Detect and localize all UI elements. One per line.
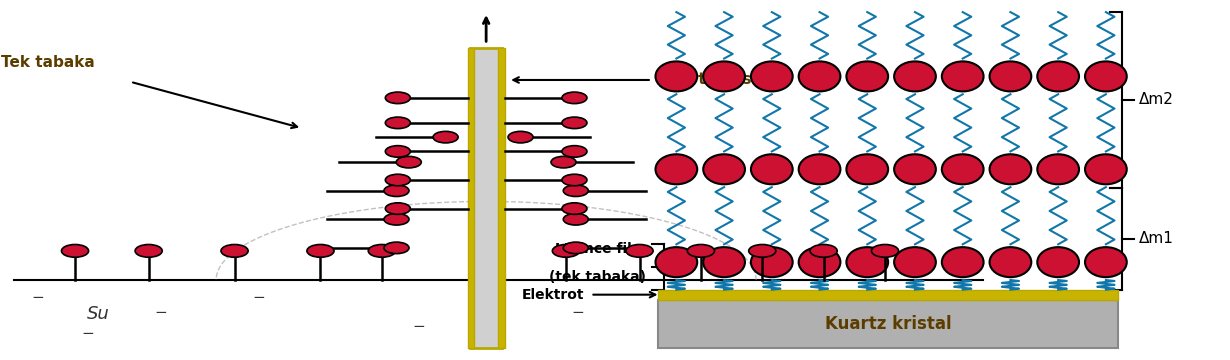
Text: −: −: [412, 319, 426, 334]
Ellipse shape: [704, 62, 745, 91]
Ellipse shape: [1037, 154, 1079, 184]
Text: −: −: [769, 312, 781, 327]
Ellipse shape: [942, 62, 984, 91]
Ellipse shape: [1085, 247, 1127, 277]
Ellipse shape: [656, 247, 697, 277]
Ellipse shape: [752, 62, 792, 91]
Text: −: −: [32, 291, 44, 305]
Ellipse shape: [704, 154, 745, 184]
Ellipse shape: [688, 244, 715, 257]
Ellipse shape: [563, 242, 588, 254]
Ellipse shape: [552, 244, 579, 257]
Ellipse shape: [384, 213, 410, 225]
Ellipse shape: [798, 247, 840, 277]
Ellipse shape: [894, 154, 936, 184]
Ellipse shape: [942, 247, 984, 277]
Ellipse shape: [433, 131, 458, 143]
Ellipse shape: [385, 146, 411, 157]
Ellipse shape: [894, 247, 936, 277]
Ellipse shape: [846, 247, 888, 277]
Text: Δm1: Δm1: [1139, 231, 1173, 246]
Ellipse shape: [846, 62, 888, 91]
Ellipse shape: [562, 117, 587, 129]
Ellipse shape: [385, 117, 411, 129]
Ellipse shape: [990, 154, 1031, 184]
Bar: [470, 48, 502, 348]
Ellipse shape: [798, 154, 840, 184]
Bar: [658, 290, 1118, 300]
Ellipse shape: [385, 174, 411, 186]
Bar: [498, 48, 504, 348]
Ellipse shape: [562, 92, 587, 104]
Text: −: −: [670, 294, 683, 309]
Text: Kuartz kristal: Kuartz kristal: [825, 315, 951, 333]
Ellipse shape: [1037, 247, 1079, 277]
Ellipse shape: [551, 156, 576, 168]
Ellipse shape: [368, 244, 395, 257]
Ellipse shape: [508, 131, 533, 143]
Ellipse shape: [749, 244, 776, 257]
Ellipse shape: [385, 92, 411, 104]
Ellipse shape: [990, 247, 1031, 277]
Bar: [467, 48, 474, 348]
Text: −: −: [81, 326, 93, 341]
Ellipse shape: [1085, 154, 1127, 184]
Ellipse shape: [384, 242, 410, 254]
Ellipse shape: [562, 203, 587, 214]
Ellipse shape: [656, 154, 697, 184]
Text: −: −: [866, 291, 879, 305]
Ellipse shape: [942, 154, 984, 184]
Ellipse shape: [752, 247, 792, 277]
Text: Δm2: Δm2: [1139, 93, 1173, 108]
Ellipse shape: [798, 62, 840, 91]
Ellipse shape: [846, 154, 888, 184]
Ellipse shape: [752, 154, 792, 184]
Ellipse shape: [1085, 62, 1127, 91]
Ellipse shape: [704, 247, 745, 277]
Ellipse shape: [563, 185, 588, 197]
Ellipse shape: [894, 62, 936, 91]
Text: Elektrot: Elektrot: [522, 288, 584, 302]
Ellipse shape: [385, 203, 411, 214]
Ellipse shape: [308, 244, 335, 257]
Ellipse shape: [656, 62, 697, 91]
Text: Tek tabaka: Tek tabaka: [1, 55, 95, 69]
Bar: [658, 300, 1118, 348]
Text: Kuartz kristal: Kuartz kristal: [658, 72, 775, 87]
Text: −: −: [252, 291, 266, 305]
Ellipse shape: [563, 213, 588, 225]
Ellipse shape: [626, 244, 653, 257]
Ellipse shape: [562, 146, 587, 157]
Text: (tek tabaka): (tek tabaka): [549, 270, 646, 284]
Ellipse shape: [990, 62, 1031, 91]
Text: −: −: [572, 305, 584, 320]
Text: Su: Su: [87, 305, 109, 323]
Text: LB ince film: LB ince film: [555, 242, 646, 256]
Ellipse shape: [221, 244, 248, 257]
Ellipse shape: [811, 244, 838, 257]
Ellipse shape: [1037, 62, 1079, 91]
Ellipse shape: [871, 244, 899, 257]
Ellipse shape: [384, 185, 410, 197]
Ellipse shape: [562, 174, 587, 186]
Text: −: −: [804, 326, 818, 341]
Ellipse shape: [135, 244, 162, 257]
Text: −: −: [155, 305, 167, 320]
Ellipse shape: [62, 244, 89, 257]
Ellipse shape: [396, 156, 422, 168]
